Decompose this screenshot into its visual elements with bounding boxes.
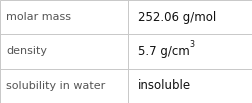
Text: 252.06 g/mol: 252.06 g/mol [138, 11, 216, 24]
Text: solubility in water: solubility in water [6, 81, 106, 91]
Text: density: density [6, 46, 47, 57]
Text: insoluble: insoluble [138, 79, 191, 92]
Text: 5.7 g/cm: 5.7 g/cm [138, 45, 190, 58]
Text: 3: 3 [190, 40, 195, 49]
Text: molar mass: molar mass [6, 12, 71, 22]
